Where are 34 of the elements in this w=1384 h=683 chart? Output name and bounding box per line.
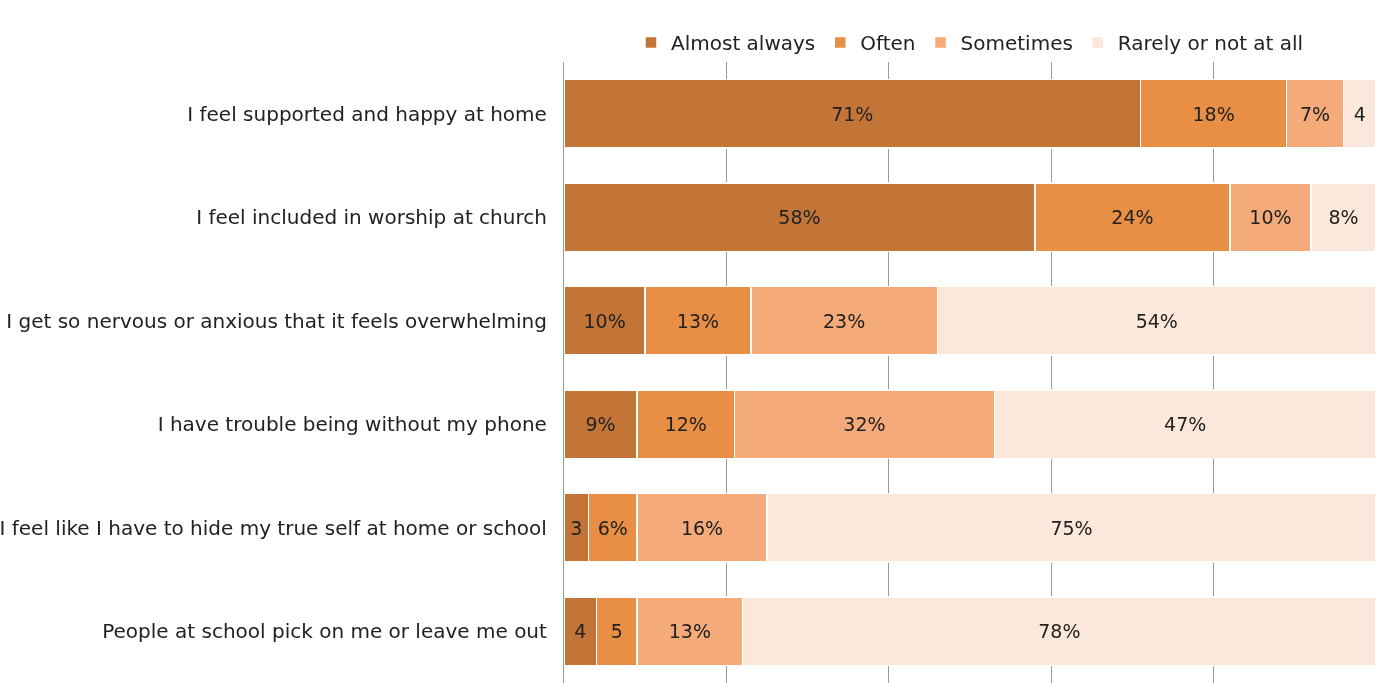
legend-label: Rarely or not at all [1117,31,1304,56]
data-label: 71% [831,102,874,125]
data-label: 54% [1135,309,1178,332]
data-label: 5 [610,620,623,643]
data-label: 18% [1192,102,1235,125]
data-label: 10% [1249,206,1292,229]
data-label: 7% [1300,102,1331,125]
data-label: 23% [823,309,866,332]
data-label: 13% [676,309,720,332]
data-label: 58% [778,206,821,229]
y-tick-label: I get so nervous or anxious that it feels overwhelming [6,308,547,333]
data-label: 47% [1164,413,1207,436]
legend-label: Often [860,31,916,56]
data-label: 16% [680,516,724,539]
data-label: 24% [1111,206,1154,229]
y-tick-label: I feel supported and happy at home [187,101,547,126]
y-tick-label: I feel included in worship at church [196,205,547,230]
y-tick-label: People at school pick on me or leave me out [102,619,548,644]
legend-label: Sometimes [960,31,1073,56]
data-label: 75% [1050,516,1093,539]
data-label: 10% [583,309,626,332]
data-label: 78% [1038,620,1081,643]
data-label: 4 [574,620,587,643]
data-label: 4 [1353,102,1366,125]
data-label: 6% [597,516,628,539]
data-label: 13% [668,620,711,643]
data-label: 8% [1328,206,1359,229]
y-tick-label: I feel like I have to hide my true self at home or school [0,515,547,540]
legend-label: Almost always [671,31,816,56]
y-tick-label: I have trouble being without my phone [157,412,547,437]
data-label: 12% [664,413,707,436]
data-label: 3 [570,516,583,539]
data-label: 32% [843,413,886,436]
data-label: 9% [585,413,616,436]
